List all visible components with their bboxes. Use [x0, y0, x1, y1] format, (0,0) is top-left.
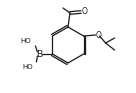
- Text: O: O: [96, 31, 102, 40]
- Text: HO: HO: [20, 38, 31, 44]
- Text: HO: HO: [22, 64, 33, 70]
- Text: O: O: [82, 7, 88, 16]
- Text: B: B: [36, 49, 43, 58]
